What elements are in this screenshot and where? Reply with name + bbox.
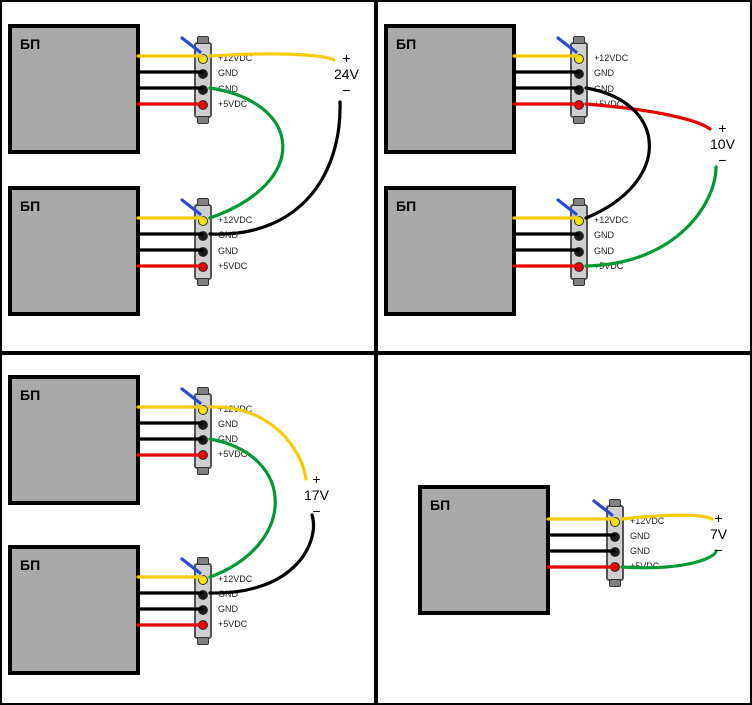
pin-label-12v: +12VDC bbox=[218, 404, 252, 414]
polarity-plus: + bbox=[342, 50, 350, 66]
polarity-plus: + bbox=[312, 471, 320, 487]
psu-block: БП bbox=[384, 186, 516, 316]
molex-connector: +12VDCGNDGND+5VDC bbox=[570, 204, 588, 280]
pin-gnd1 bbox=[198, 69, 208, 79]
pin-gnd2 bbox=[198, 85, 208, 95]
pin-12v bbox=[610, 517, 620, 527]
diagram-grid: БПБП+12VDCGNDGND+5VDC+12VDCGNDGND+5VDC+2… bbox=[0, 0, 752, 705]
pin-gnd1 bbox=[574, 231, 584, 241]
psu-block: БП bbox=[418, 485, 550, 615]
output-voltage-label: +24V− bbox=[334, 50, 359, 98]
panel-17v: БПБП+12VDCGNDGND+5VDC+12VDCGNDGND+5VDC+1… bbox=[0, 353, 376, 705]
pin-label-5v: +5VDC bbox=[218, 261, 247, 271]
pin-gnd2 bbox=[198, 605, 208, 615]
output-voltage-label: +17V− bbox=[304, 471, 329, 519]
pin-gnd2 bbox=[198, 247, 208, 257]
pin-label-12v: +12VDC bbox=[218, 215, 252, 225]
molex-connector: +12VDCGNDGND+5VDC bbox=[570, 42, 588, 118]
pin-label-12v: +12VDC bbox=[630, 516, 664, 526]
pin-label-gnd1: GND bbox=[218, 230, 238, 240]
output-voltage-label: +7V− bbox=[710, 510, 727, 558]
pin-label-12v: +12VDC bbox=[594, 53, 628, 63]
panel-10v: БПБП+12VDCGNDGND+5VDC+12VDCGNDGND+5VDC+1… bbox=[376, 0, 752, 353]
pin-gnd2 bbox=[610, 547, 620, 557]
pin-label-5v: +5VDC bbox=[218, 449, 247, 459]
voltage-value: 10V bbox=[710, 136, 735, 152]
pin-gnd1 bbox=[198, 231, 208, 241]
psu-block: БП bbox=[384, 24, 516, 154]
pin-label-gnd2: GND bbox=[218, 84, 238, 94]
psu-label: БП bbox=[20, 387, 40, 403]
pin-gnd1 bbox=[574, 69, 584, 79]
pin-5v bbox=[198, 262, 208, 272]
panel-24v: БПБП+12VDCGNDGND+5VDC+12VDCGNDGND+5VDC+2… bbox=[0, 0, 376, 353]
pin-label-5v: +5VDC bbox=[594, 261, 623, 271]
pin-5v bbox=[198, 620, 208, 630]
pin-label-gnd2: GND bbox=[218, 246, 238, 256]
pin-label-5v: +5VDC bbox=[218, 619, 247, 629]
pin-label-5v: +5VDC bbox=[594, 99, 623, 109]
voltage-value: 24V bbox=[334, 66, 359, 82]
pin-label-5v: +5VDC bbox=[630, 561, 659, 571]
voltage-value: 7V bbox=[710, 526, 727, 542]
psu-label: БП bbox=[396, 198, 416, 214]
molex-connector: +12VDCGNDGND+5VDC bbox=[194, 563, 212, 639]
pin-5v bbox=[610, 562, 620, 572]
psu-block: БП bbox=[8, 375, 140, 505]
voltage-value: 17V bbox=[304, 487, 329, 503]
pin-label-gnd1: GND bbox=[630, 531, 650, 541]
polarity-minus: − bbox=[312, 503, 320, 519]
polarity-plus: + bbox=[714, 510, 722, 526]
psu-block: БП bbox=[8, 186, 140, 316]
pin-gnd1 bbox=[198, 420, 208, 430]
pin-label-gnd2: GND bbox=[594, 84, 614, 94]
pin-5v bbox=[198, 100, 208, 110]
pin-12v bbox=[198, 54, 208, 64]
panel-7v: БП+12VDCGNDGND+5VDC+7V− bbox=[376, 353, 752, 705]
psu-label: БП bbox=[20, 198, 40, 214]
pin-gnd1 bbox=[610, 532, 620, 542]
pin-gnd1 bbox=[198, 590, 208, 600]
pin-label-gnd2: GND bbox=[630, 546, 650, 556]
pin-label-12v: +12VDC bbox=[594, 215, 628, 225]
polarity-minus: − bbox=[342, 82, 350, 98]
pin-label-gnd1: GND bbox=[218, 68, 238, 78]
output-voltage-label: +10V− bbox=[710, 120, 735, 168]
pin-12v bbox=[198, 405, 208, 415]
pin-label-5v: +5VDC bbox=[218, 99, 247, 109]
pin-label-gnd2: GND bbox=[594, 246, 614, 256]
pin-5v bbox=[574, 100, 584, 110]
molex-connector: +12VDCGNDGND+5VDC bbox=[194, 42, 212, 118]
pin-12v bbox=[198, 216, 208, 226]
polarity-minus: − bbox=[718, 152, 726, 168]
pin-label-gnd2: GND bbox=[218, 604, 238, 614]
polarity-plus: + bbox=[718, 120, 726, 136]
pin-5v bbox=[574, 262, 584, 272]
pin-12v bbox=[574, 216, 584, 226]
pin-12v bbox=[574, 54, 584, 64]
pin-12v bbox=[198, 575, 208, 585]
pin-label-gnd1: GND bbox=[218, 419, 238, 429]
pin-gnd2 bbox=[574, 85, 584, 95]
molex-connector: +12VDCGNDGND+5VDC bbox=[194, 393, 212, 469]
pin-5v bbox=[198, 450, 208, 460]
molex-connector: +12VDCGNDGND+5VDC bbox=[606, 505, 624, 581]
pin-label-12v: +12VDC bbox=[218, 574, 252, 584]
molex-connector: +12VDCGNDGND+5VDC bbox=[194, 204, 212, 280]
psu-block: БП bbox=[8, 545, 140, 675]
pin-label-gnd1: GND bbox=[594, 68, 614, 78]
psu-label: БП bbox=[396, 36, 416, 52]
psu-label: БП bbox=[20, 557, 40, 573]
pin-label-12v: +12VDC bbox=[218, 53, 252, 63]
pin-gnd2 bbox=[574, 247, 584, 257]
pin-gnd2 bbox=[198, 435, 208, 445]
polarity-minus: − bbox=[714, 542, 722, 558]
pin-label-gnd2: GND bbox=[218, 434, 238, 444]
pin-label-gnd1: GND bbox=[594, 230, 614, 240]
pin-label-gnd1: GND bbox=[218, 589, 238, 599]
psu-block: БП bbox=[8, 24, 140, 154]
psu-label: БП bbox=[20, 36, 40, 52]
psu-label: БП bbox=[430, 497, 450, 513]
